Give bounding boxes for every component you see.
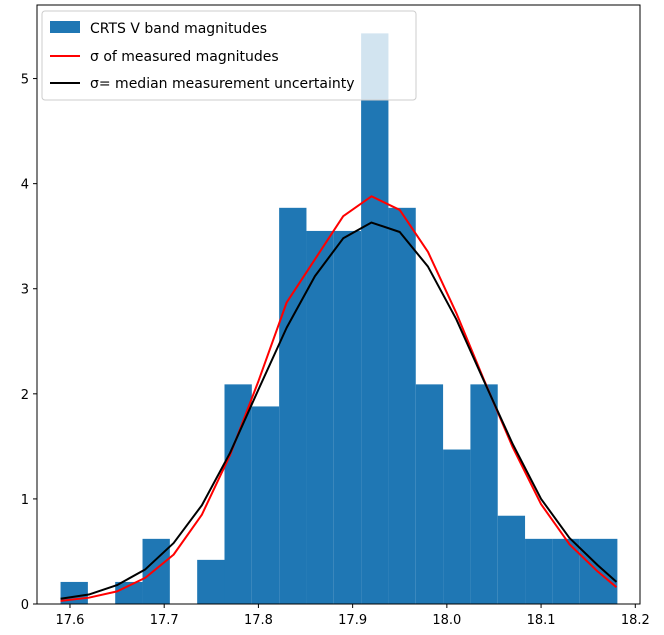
y-tick-label: 1 [21, 493, 29, 508]
legend-box [41, 10, 417, 101]
histogram-bar [142, 538, 170, 604]
histogram-bar [415, 384, 444, 604]
lines-layer [60, 195, 618, 602]
legend-swatch-bars [50, 21, 80, 33]
x-tick-label: 18.2 [621, 613, 650, 628]
histogram-bar [525, 538, 553, 604]
histogram-bar [251, 406, 280, 604]
bars-layer [60, 33, 618, 605]
histogram-bar [470, 384, 498, 604]
x-tick-label: 17.6 [56, 613, 85, 628]
histogram-bar [224, 384, 252, 604]
legend: CRTS V band magnitudes σ of measured mag… [41, 10, 417, 101]
y-tick-label: 4 [21, 178, 29, 193]
histogram-bar [197, 559, 225, 604]
x-tick-label: 17.7 [150, 613, 179, 628]
legend-label-sigma-median: σ= median measurement uncertainty [90, 76, 355, 92]
y-tick-label: 0 [21, 598, 29, 613]
histogram-bar [388, 207, 416, 604]
histogram-bar [443, 449, 471, 604]
sigma-median-line [60, 221, 618, 600]
y-tick-label: 2 [21, 388, 29, 403]
x-tick-label: 17.8 [244, 613, 273, 628]
x-tick-label: 18.0 [432, 613, 461, 628]
x-tick-label: 17.9 [338, 613, 367, 628]
histogram-bar [333, 230, 362, 604]
histogram-bar [115, 581, 143, 604]
ticks-layer: 17.6 17.7 17.8 17.9 18.0 18.1 18.2 0 1 2 3 4 5 [21, 73, 650, 628]
legend-label-sigma-measured: σ of measured magnitudes [90, 49, 279, 65]
histogram-bar [361, 33, 389, 605]
sigma-measured-line [60, 195, 618, 602]
histogram-bar [306, 230, 334, 604]
y-tick-label: 5 [21, 73, 29, 88]
x-tick-label: 18.1 [527, 613, 556, 628]
histogram-bar [279, 207, 307, 604]
histogram-bar [552, 538, 580, 604]
y-tick-label: 3 [21, 283, 29, 298]
histogram-bar [497, 515, 526, 604]
legend-label-bars: CRTS V band magnitudes [90, 21, 267, 37]
plot-frame [36, 4, 641, 605]
